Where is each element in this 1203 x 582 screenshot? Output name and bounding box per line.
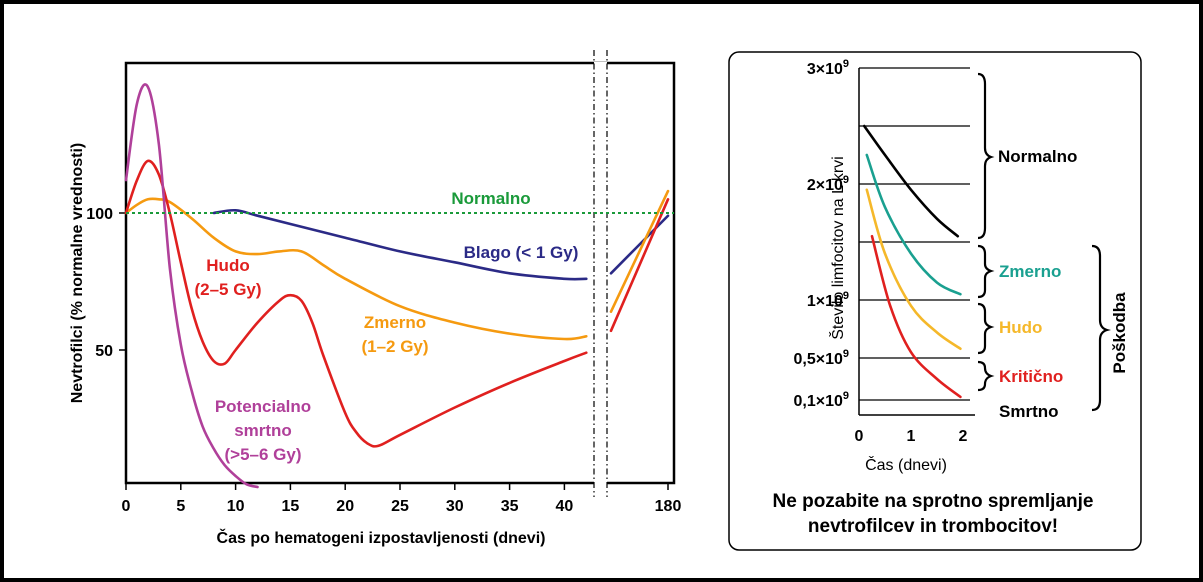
- zmerno-brace: [977, 244, 995, 299]
- blago-curve-after-break: [609, 214, 670, 275]
- y-tick-label: 0,5×109: [793, 348, 849, 368]
- normal-brace: [977, 72, 995, 240]
- hudo-label-line2: (2–5 Gy): [194, 280, 261, 299]
- right-y-axis-label: Število limfocitov na L krvi: [828, 156, 847, 339]
- y-tick-label: 2×109: [807, 174, 849, 194]
- x-tick-label: 2: [959, 428, 968, 445]
- axis-break-gap: [594, 62, 607, 485]
- lymphocyte-panel: 3×109 2×109 1×109 0,5×109 0,1×109 0 1 2 Števil…: [728, 51, 1142, 551]
- blago-label: Blago (< 1 Gy): [464, 243, 579, 262]
- lymph-hudo-curve: [865, 188, 962, 350]
- lymph-zmerno-curve: [865, 153, 962, 296]
- zmerno-label-line1: Zmerno: [364, 313, 426, 332]
- smrtno-label-line2: smrtno: [234, 421, 292, 440]
- smrtno-label-line3: (>5–6 Gy): [224, 445, 301, 464]
- x-tick-label: 40: [556, 498, 574, 515]
- zmerno-label-line2: (1–2 Gy): [361, 337, 428, 356]
- note-line-2: nevtrofilcev in trombocitov!: [808, 516, 1058, 537]
- x-tick-label: 0: [855, 428, 864, 445]
- hudo-brace: [977, 302, 995, 355]
- x-tick-label: 30: [446, 498, 464, 515]
- x-tick-label: 10: [227, 498, 245, 515]
- zone-kriticno: Kritično: [999, 367, 1063, 386]
- x-tick-label: 20: [336, 498, 354, 515]
- zone-poskodba: Poškodba: [1110, 292, 1129, 374]
- blago-curve: [212, 208, 588, 281]
- zone-hudo: Hudo: [999, 318, 1042, 337]
- smrtno-curve: [124, 83, 259, 489]
- x-tick-label: 180: [655, 498, 682, 515]
- y-tick-label: 50: [95, 343, 113, 360]
- panel-box: [728, 51, 1142, 551]
- left-y-axis-label: Nevtrofilci (% normalne vrednosti): [69, 143, 86, 404]
- normal-label: Normalno: [451, 189, 530, 208]
- poskodba-brace: [1091, 244, 1111, 412]
- note-line-1: Ne pozabite na sprotno spremljanje: [773, 491, 1094, 512]
- left-x-axis-label: Čas po hematogeni izpostavljenosti (dnev…: [217, 528, 546, 547]
- y-tick-label: 3×109: [807, 58, 849, 78]
- zone-smrtno: Smrtno: [999, 402, 1059, 421]
- right-x-axis-label: Čas (dnevi): [865, 455, 947, 474]
- zmerno-curve: [124, 197, 588, 341]
- kriticno-brace: [977, 360, 995, 392]
- x-tick-label: 0: [122, 498, 131, 515]
- lymph-normalno-curve: [862, 124, 960, 238]
- x-tick-label: 35: [501, 498, 519, 515]
- hudo-curve: [124, 159, 588, 448]
- x-tick-label: 25: [391, 498, 409, 515]
- zmerno-curve-after-break: [609, 189, 670, 313]
- hudo-label-line1: Hudo: [206, 256, 249, 275]
- hudo-curve-after-break: [609, 198, 670, 333]
- neutrophil-chart: 0 5 10 15 20 25 30 35 40 180 100 50 Normalno Blago…: [69, 50, 681, 547]
- smrtno-label-line1: Potencialno: [215, 397, 311, 416]
- y-tick-label: 100: [86, 206, 113, 223]
- x-tick-label: 1: [907, 428, 916, 445]
- y-tick-label: 1×109: [807, 290, 849, 310]
- x-tick-label: 5: [176, 498, 185, 515]
- x-tick-label: 15: [282, 498, 300, 515]
- y-tick-label: 0,1×109: [793, 390, 849, 410]
- zone-zmerno: Zmerno: [999, 262, 1061, 281]
- zone-normalno: Normalno: [998, 147, 1077, 166]
- lymph-kriticno-curve: [870, 234, 962, 399]
